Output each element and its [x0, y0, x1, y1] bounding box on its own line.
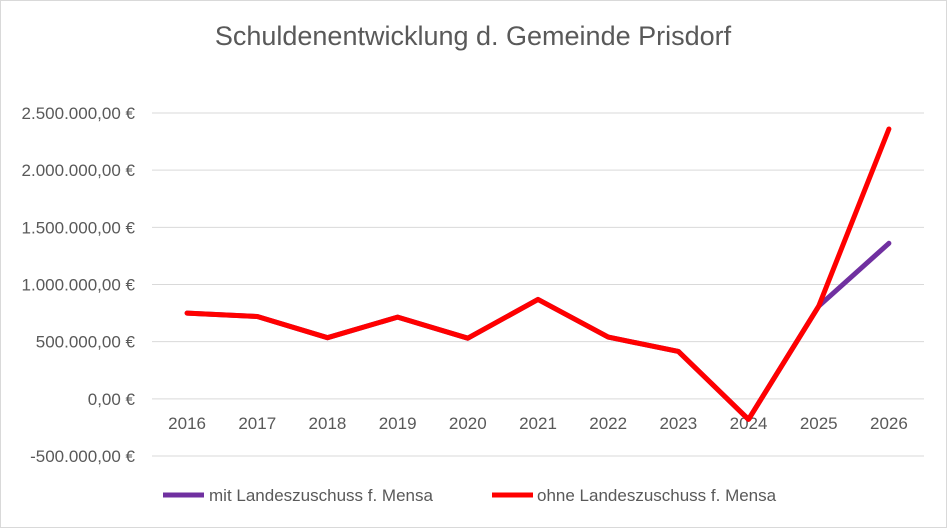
x-tick-label: 2017: [238, 414, 276, 433]
series-lines: [184, 126, 892, 422]
x-tick-label: 2026: [870, 414, 908, 433]
series-line-ohne-landeszuschuss: [184, 126, 892, 422]
y-axis-ticks: 2.500.000,00 € 2.000.000,00 € 1.500.000,00…: [22, 104, 136, 466]
series-line-mit-landeszuschuss: [184, 240, 892, 422]
x-tick-label: 2018: [309, 414, 347, 433]
x-tick-label: 2025: [800, 414, 838, 433]
y-tick-label: 0,00 €: [88, 390, 136, 409]
x-tick-label: 2022: [589, 414, 627, 433]
legend-label-ohne-landeszuschuss: ohne Landeszuschuss f. Mensa: [537, 486, 777, 505]
legend: mit Landeszuschuss f. Mensa ohne Landesz…: [163, 486, 777, 505]
x-tick-label: 2021: [519, 414, 557, 433]
y-tick-label: -500.000,00 €: [30, 447, 135, 466]
y-tick-label: 500.000,00 €: [36, 333, 136, 352]
x-tick-label: 2024: [730, 414, 768, 433]
y-tick-label: 1.500.000,00 €: [22, 218, 136, 237]
x-tick-label: 2020: [449, 414, 487, 433]
y-tick-label: 1.000.000,00 €: [22, 276, 136, 295]
y-tick-label: 2.500.000,00 €: [22, 104, 136, 123]
gridlines: [152, 112, 924, 457]
x-axis-ticks: 2016 2017 2018 2019 2020 2021 2022 2023 2024 2025…: [168, 414, 908, 433]
chart-title: Schuldenentwicklung d. Gemeinde Prisdorf: [215, 21, 732, 51]
x-tick-label: 2023: [659, 414, 697, 433]
y-tick-label: 2.000.000,00 €: [22, 161, 136, 180]
x-tick-label: 2019: [379, 414, 417, 433]
legend-label-mit-landeszuschuss: mit Landeszuschuss f. Mensa: [209, 486, 433, 505]
x-tick-label: 2016: [168, 414, 206, 433]
